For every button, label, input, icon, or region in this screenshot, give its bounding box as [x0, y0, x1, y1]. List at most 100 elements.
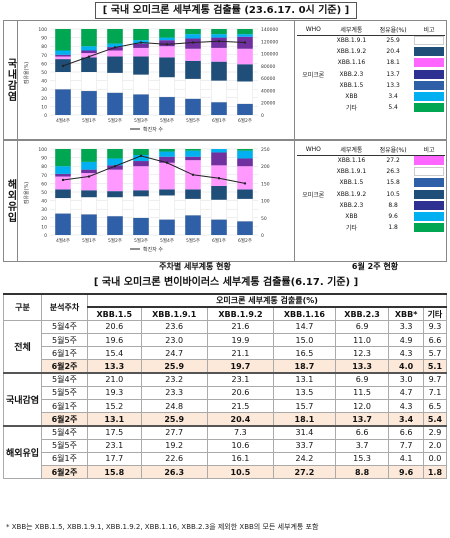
- legend-lineage: XBB.1.16: [337, 59, 366, 67]
- week-cell: 5월4주: [41, 372, 88, 387]
- bar-segment: [107, 29, 123, 44]
- value-cell: 11.5: [334, 385, 390, 401]
- week-cell: 6월1주: [41, 398, 88, 414]
- value-cell: 15.2: [87, 398, 142, 414]
- value-cell: 8.8: [334, 464, 390, 480]
- y-tick-label: 100: [38, 27, 47, 33]
- y2-tick-label: 80000: [261, 64, 275, 70]
- bar-segment: [159, 151, 175, 157]
- cases-point: [243, 41, 247, 44]
- value-cell: 23.0: [140, 333, 208, 348]
- cases-line: [62, 40, 246, 67]
- bar-segment: [133, 47, 149, 57]
- legend-share: 26.3: [386, 168, 400, 176]
- bar-segment: [237, 103, 253, 115]
- value-cell: 23.2: [140, 372, 208, 387]
- y2-tick-label: 60000: [261, 76, 275, 82]
- bar-segment: [159, 189, 175, 196]
- bar-segment: [185, 149, 201, 151]
- y2-tick-label: 250: [261, 147, 270, 153]
- bar-segment: [159, 156, 175, 163]
- bar-segment: [211, 102, 227, 115]
- cases-point: [113, 165, 117, 168]
- bar-segment: [133, 29, 149, 41]
- table-row: 6월2주 13.3 25.9 19.7 18.7 13.3 4.0 5.1: [4, 359, 448, 374]
- y-tick-label: 60: [41, 61, 47, 67]
- table-row: 5월5주 19.3 23.3 20.6 13.5 11.5 4.7 7.1: [4, 385, 448, 401]
- y-tick-label: 90: [41, 156, 47, 162]
- legend-share: 27.2: [386, 157, 400, 165]
- y2-tick-label: 100: [261, 199, 270, 205]
- bar-segment: [133, 56, 149, 75]
- legend-row: XBB.1.9.2 10.5: [297, 189, 445, 200]
- header-col: XBB*: [388, 306, 424, 321]
- week-cell: 6월2주: [41, 412, 88, 427]
- table-title: [ 국내 오미크론 변이바이러스 세부계통 검출률(6.17. 기준) ]: [93, 277, 359, 288]
- value-cell: 13.3: [87, 359, 142, 374]
- bar-segment: [133, 217, 149, 235]
- legend-swatch: [413, 80, 445, 91]
- legend-share: 1.8: [388, 224, 398, 232]
- legend-lineage: XBB.1.9.2: [336, 190, 367, 198]
- legend-lineage: XBB.1.5: [339, 179, 364, 187]
- value-cell: 27.7: [140, 424, 208, 440]
- value-cell: 19.3: [87, 385, 142, 401]
- value-cell: 3.7: [334, 438, 390, 453]
- bar-segment: [185, 98, 201, 115]
- x-tick-label: 6월1주: [212, 117, 226, 124]
- value-cell: 12.0: [334, 398, 390, 414]
- legend-lineage: XBB.1.5: [339, 81, 364, 89]
- legend-share: 13.7: [386, 70, 400, 78]
- bar-segment: [55, 189, 71, 199]
- value-cell: 24.2: [273, 451, 336, 466]
- table-row: 6월1주 15.4 24.7 21.1 16.5 12.3 4.3 5.7: [4, 346, 448, 361]
- footer-june-week2: 6월 2주 현황: [351, 262, 399, 271]
- bar-segment: [237, 149, 253, 151]
- domestic-panel: 국내감염 0 10 20 30 40 50 60 70 80 90 100 0 20000 40000 60…: [3, 20, 447, 140]
- table-row: 5월5주 19.6 23.0 19.9 15.0 11.0 4.9 6.6: [4, 333, 448, 348]
- value-cell: 18.1: [273, 412, 336, 427]
- week-cell: 5월4주: [41, 424, 88, 440]
- x-tick-label: 5월1주: [82, 237, 96, 244]
- x-tick-label: 5월2주: [108, 117, 122, 124]
- bar-segment: [159, 46, 175, 58]
- legend-header-lineage: 세부계통: [329, 144, 374, 156]
- legend-swatch: [413, 166, 445, 177]
- bar-segment: [237, 221, 253, 235]
- bar-segment: [237, 29, 253, 35]
- week-cell: 5월5주: [41, 385, 88, 401]
- cases-point: [139, 154, 143, 158]
- value-cell: 31.4: [273, 424, 336, 440]
- value-cell: 25.9: [140, 359, 208, 374]
- value-cell: 19.2: [140, 438, 208, 453]
- value-cell: 27.2: [273, 464, 336, 480]
- y-axis-label: 점유율(%): [23, 62, 30, 85]
- cases-point: [191, 41, 195, 44]
- value-cell: 7.3: [206, 424, 275, 440]
- value-cell: 24.7: [140, 346, 208, 361]
- legend-share: 9.6: [388, 213, 398, 221]
- detection-rate-table: 구분 분석주차 오미크론 세부계통 검출률(%) XBB.1.5 XBB.1.9.…: [3, 292, 448, 480]
- bar-segment: [211, 199, 227, 220]
- legend-row: 오미크론 XBB.1.16 27.2: [297, 155, 445, 199]
- y2-tick-label: 200: [261, 164, 270, 170]
- legend-row: XBB.1.16 18.1: [297, 57, 445, 68]
- bar-segment: [185, 156, 201, 161]
- cases-point: [217, 177, 221, 180]
- week-cell: 6월1주: [41, 451, 88, 466]
- cases-line: [62, 155, 246, 184]
- value-cell: 19.9: [206, 333, 275, 348]
- bar-segment: [159, 162, 175, 190]
- value-cell: 15.4: [87, 346, 142, 361]
- legend-row: XBB.1.5 15.8: [297, 177, 445, 188]
- y-tick-label: 30: [41, 207, 47, 213]
- bar-segment: [237, 189, 253, 199]
- bar-segment: [133, 161, 149, 167]
- top-title: [ 국내 오미크론 세부계통 검출률 (23.6.17. 0시 기준) ]: [95, 2, 357, 19]
- value-cell: 11.0: [334, 333, 390, 348]
- bar-segment: [107, 191, 123, 198]
- bar-segment: [211, 152, 227, 166]
- y-tick-label: 50: [41, 70, 47, 76]
- domestic-chart: 0 10 20 30 40 50 60 70 80 90 100 0 20000 40000 60000 80…: [23, 27, 278, 133]
- y-tick-label: 10: [41, 104, 47, 110]
